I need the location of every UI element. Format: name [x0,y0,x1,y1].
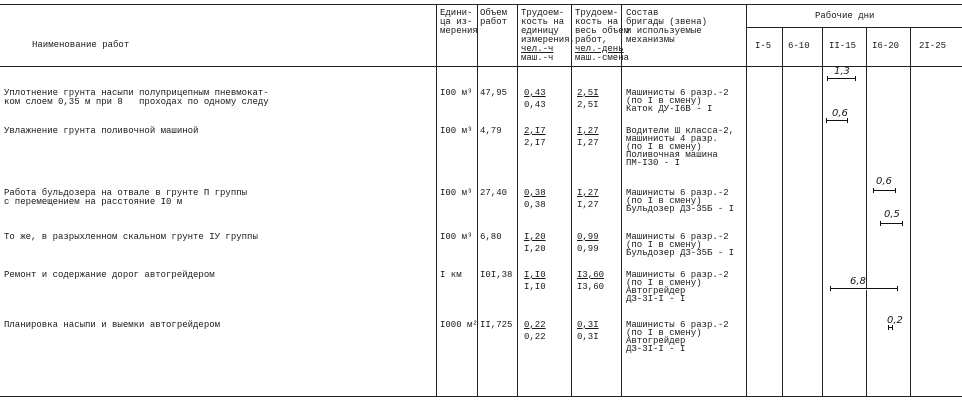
col-divider [910,27,911,396]
labor-unit-machine-hours: 0,38 [524,200,546,210]
header-volume: Объем работ [480,8,508,27]
labor-unit-person-hours: I,20 [524,232,546,242]
col-divider [822,27,823,396]
labor-unit-machine-hours: I,I0 [524,282,546,292]
col-divider [477,4,478,396]
volume: I0I,38 [480,270,513,280]
labor-total-person-days: I,27 [577,188,599,198]
header-labor-total: Трудоем- кость на весь объем работ, [575,8,630,45]
unit: I00 м³ [440,88,473,98]
table-bottom-rule [0,396,962,397]
crew: Машинисты 6 разр.-2 (по I в смену) Бульд… [626,188,735,214]
labor-unit-machine-hours: 2,I7 [524,138,546,148]
labor-total-person-days: 0,3I [577,320,599,330]
labor-total-machine-shifts: I,27 [577,200,599,210]
crew: Машинисты 6 разр.-2 (по I в смену) Каток… [626,88,729,114]
work-name: Ремонт и содержание дорог автогрейдером [4,270,215,280]
labor-total-person-days: 2,5I [577,88,599,98]
labor-unit-machine-hours: I,20 [524,244,546,254]
crew: Машинисты 6 разр.-2 (по I в смену) Автог… [626,320,729,354]
header-crew: Состав бригады (звена) и используемые ме… [626,8,708,45]
labor-unit-person-hours: 0,22 [524,320,546,330]
labor-total-machine-shifts: I3,60 [577,282,605,292]
header-labor-unit: Трудоем- кость на единицу измерения, [521,8,576,45]
labor-unit-person-hours: I,I0 [524,270,546,280]
labor-total-person-days: 0,99 [577,232,599,242]
crew: Машинисты 6 разр.-2 (по I в смену) Бульд… [626,232,735,258]
labor-total-machine-shifts: I,27 [577,138,599,148]
unit: I000 м² [440,320,478,330]
header-day-range: 2I-25 [919,41,947,51]
unit: I00 м³ [440,188,473,198]
work-name: Увлажнение грунта поливочной машиной [4,126,199,136]
header-day-range: II-15 [829,41,857,51]
labor-total-person-days: I3,60 [577,270,605,280]
header-labor-total-num: чел.-день [575,44,624,54]
volume: 6,80 [480,232,502,242]
schedule-bar [888,325,893,330]
schedule-bar [830,286,898,291]
work-name: То же, в разрыхленном скальном грунте IУ… [4,232,258,242]
header-day-range: I6-20 [872,41,900,51]
unit: I00 м³ [440,126,473,136]
table-top-rule [0,4,962,5]
header-labor-unit-num: чел.-ч [521,44,554,54]
labor-unit-person-hours: 2,I7 [524,126,546,136]
duration-label: 0,6 [876,176,892,187]
work-name: Уплотнение грунта насыпи полуприцепным п… [4,88,269,107]
labor-unit-person-hours: 0,38 [524,188,546,198]
labor-unit-machine-hours: 0,43 [524,100,546,110]
labor-total-machine-shifts: 2,5I [577,100,599,110]
schedule-bar [880,221,903,226]
header-unit: Едини- ца из- мерения [440,8,478,36]
col-divider [571,4,572,396]
work-name: Планировка насыпи и выемки автогрейдером [4,320,221,330]
labor-total-machine-shifts: 0,3I [577,332,599,342]
unit: I00 м³ [440,232,473,242]
col-divider [436,4,437,396]
duration-label: 0,6 [832,108,848,119]
schedule-bar [827,76,856,81]
volume: 47,95 [480,88,508,98]
duration-label: 0,5 [884,209,900,220]
col-divider [866,290,867,396]
labor-unit-machine-hours: 0,22 [524,332,546,342]
header-bottom-rule [0,66,962,67]
col-divider [621,4,622,396]
crew: Машинисты 6 разр.-2 (по I в смену) Автог… [626,270,729,304]
days-subheader-rule [746,27,962,28]
col-divider [746,4,747,396]
duration-label: 1,3 [834,66,850,77]
header-day-range: 6-10 [788,41,810,51]
col-divider [517,4,518,396]
work-name: Работа бульдозера на отвале в грунте П г… [4,188,248,207]
header-labor-unit-den: маш.-ч [521,53,554,63]
labor-unit-person-hours: 0,43 [524,88,546,98]
header-name: Наименование работ [32,40,130,50]
schedule-bar [826,118,848,123]
col-divider [866,27,867,288]
header-day-range: I-5 [755,41,772,51]
volume: 4,79 [480,126,502,136]
crew: Водители Ш класса-2, машинисты 4 разр. (… [626,126,735,168]
col-divider [782,27,783,396]
duration-label: 0,2 [887,315,903,326]
header-labor-total-den: маш.-смена [575,53,630,63]
header-days: Рабочие дни [815,11,875,21]
labor-total-person-days: I,27 [577,126,599,136]
volume: II,725 [480,320,513,330]
labor-total-machine-shifts: 0,99 [577,244,599,254]
duration-label: 6,8 [850,276,866,287]
volume: 27,40 [480,188,508,198]
schedule-bar [873,188,896,193]
unit: I км [440,270,462,280]
